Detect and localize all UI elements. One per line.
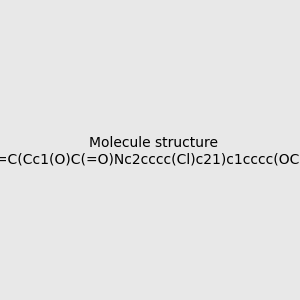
Text: Molecule structure
O=C(Cc1(O)C(=O)Nc2cccc(Cl)c21)c1cccc(OC)c1: Molecule structure O=C(Cc1(O)C(=O)Nc2ccc… [0,136,300,166]
